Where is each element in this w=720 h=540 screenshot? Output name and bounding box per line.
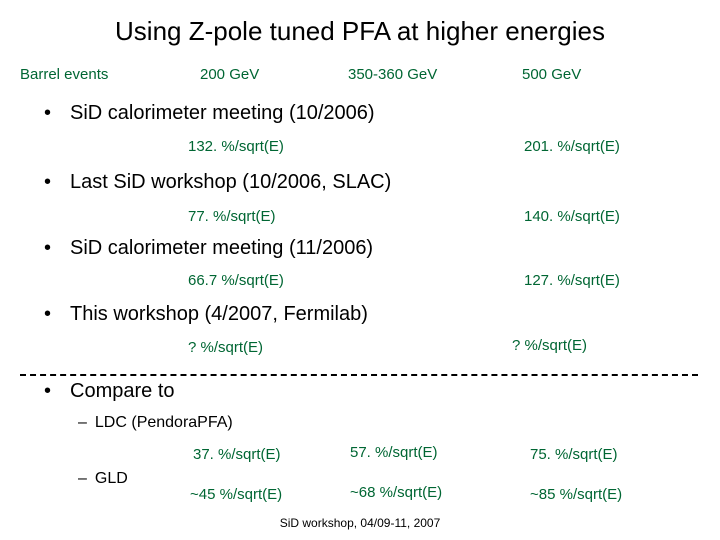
value-500-gev: ? %/sqrt(E) bbox=[512, 337, 588, 354]
bullet-text: SiD calorimeter meeting (11/2006) bbox=[70, 237, 374, 259]
dash-icon: – bbox=[78, 470, 87, 487]
value-200-gev: 77. %/sqrt(E) bbox=[188, 208, 276, 225]
value-500-gev: 127. %/sqrt(E) bbox=[524, 272, 620, 289]
energy-header-350: 350-360 GeV bbox=[348, 66, 438, 83]
slide-footer: SiD workshop, 04/09-11, 2007 bbox=[279, 516, 441, 530]
sub-item-ldc: – LDC (PendoraPFA) bbox=[78, 414, 233, 432]
bullet-text: SiD calorimeter meeting (10/2006) bbox=[70, 102, 375, 124]
bullet-item: • This workshop (4/2007, Fermilab) bbox=[44, 303, 368, 326]
energy-header-500: 500 GeV bbox=[522, 66, 582, 83]
page-title: Using Z-pole tuned PFA at higher energie… bbox=[115, 16, 605, 46]
bullet-dot-icon: • bbox=[44, 237, 52, 259]
value-200-gev: 66.7 %/sqrt(E) bbox=[188, 272, 284, 289]
energy-header-200: 200 GeV bbox=[200, 66, 260, 83]
bullet-item: • SiD calorimeter meeting (10/2006) bbox=[44, 102, 375, 125]
value-200-gev: ? %/sqrt(E) bbox=[188, 339, 264, 356]
ldc-value-350-gev: 57. %/sqrt(E) bbox=[350, 444, 438, 461]
value-200-gev: 132. %/sqrt(E) bbox=[188, 138, 284, 155]
ldc-value-200-gev: 37. %/sqrt(E) bbox=[193, 446, 281, 463]
gld-value-500-gev: ~85 %/sqrt(E) bbox=[530, 486, 623, 503]
value-500-gev: 140. %/sqrt(E) bbox=[524, 208, 620, 225]
bullet-item: • Last SiD workshop (10/2006, SLAC) bbox=[44, 171, 391, 194]
ldc-label: LDC (PendoraPFA) bbox=[94, 414, 233, 431]
ldc-value-500-gev: 75. %/sqrt(E) bbox=[530, 446, 618, 463]
bullet-item: • SiD calorimeter meeting (11/2006) bbox=[44, 237, 373, 260]
dash-icon: – bbox=[78, 414, 87, 431]
bullet-dot-icon: • bbox=[44, 102, 52, 124]
gld-label: GLD bbox=[94, 470, 128, 487]
gld-value-200-gev: ~45 %/sqrt(E) bbox=[190, 486, 283, 503]
bullet-dot-icon: • bbox=[44, 171, 52, 193]
row-label-barrel-events: Barrel events bbox=[20, 66, 109, 83]
gld-value-350-gev: ~68 %/sqrt(E) bbox=[350, 484, 443, 501]
bullet-dot-icon: • bbox=[44, 380, 52, 402]
bullet-text: Last SiD workshop (10/2006, SLAC) bbox=[70, 171, 392, 193]
sub-item-gld: – GLD bbox=[78, 470, 128, 488]
bullet-item-compare: • Compare to bbox=[44, 380, 175, 403]
bullet-dot-icon: • bbox=[44, 303, 52, 325]
dashed-divider bbox=[20, 374, 698, 376]
bullet-text: This workshop (4/2007, Fermilab) bbox=[70, 303, 368, 325]
value-500-gev: 201. %/sqrt(E) bbox=[524, 138, 620, 155]
bullet-text: Compare to bbox=[70, 380, 175, 402]
